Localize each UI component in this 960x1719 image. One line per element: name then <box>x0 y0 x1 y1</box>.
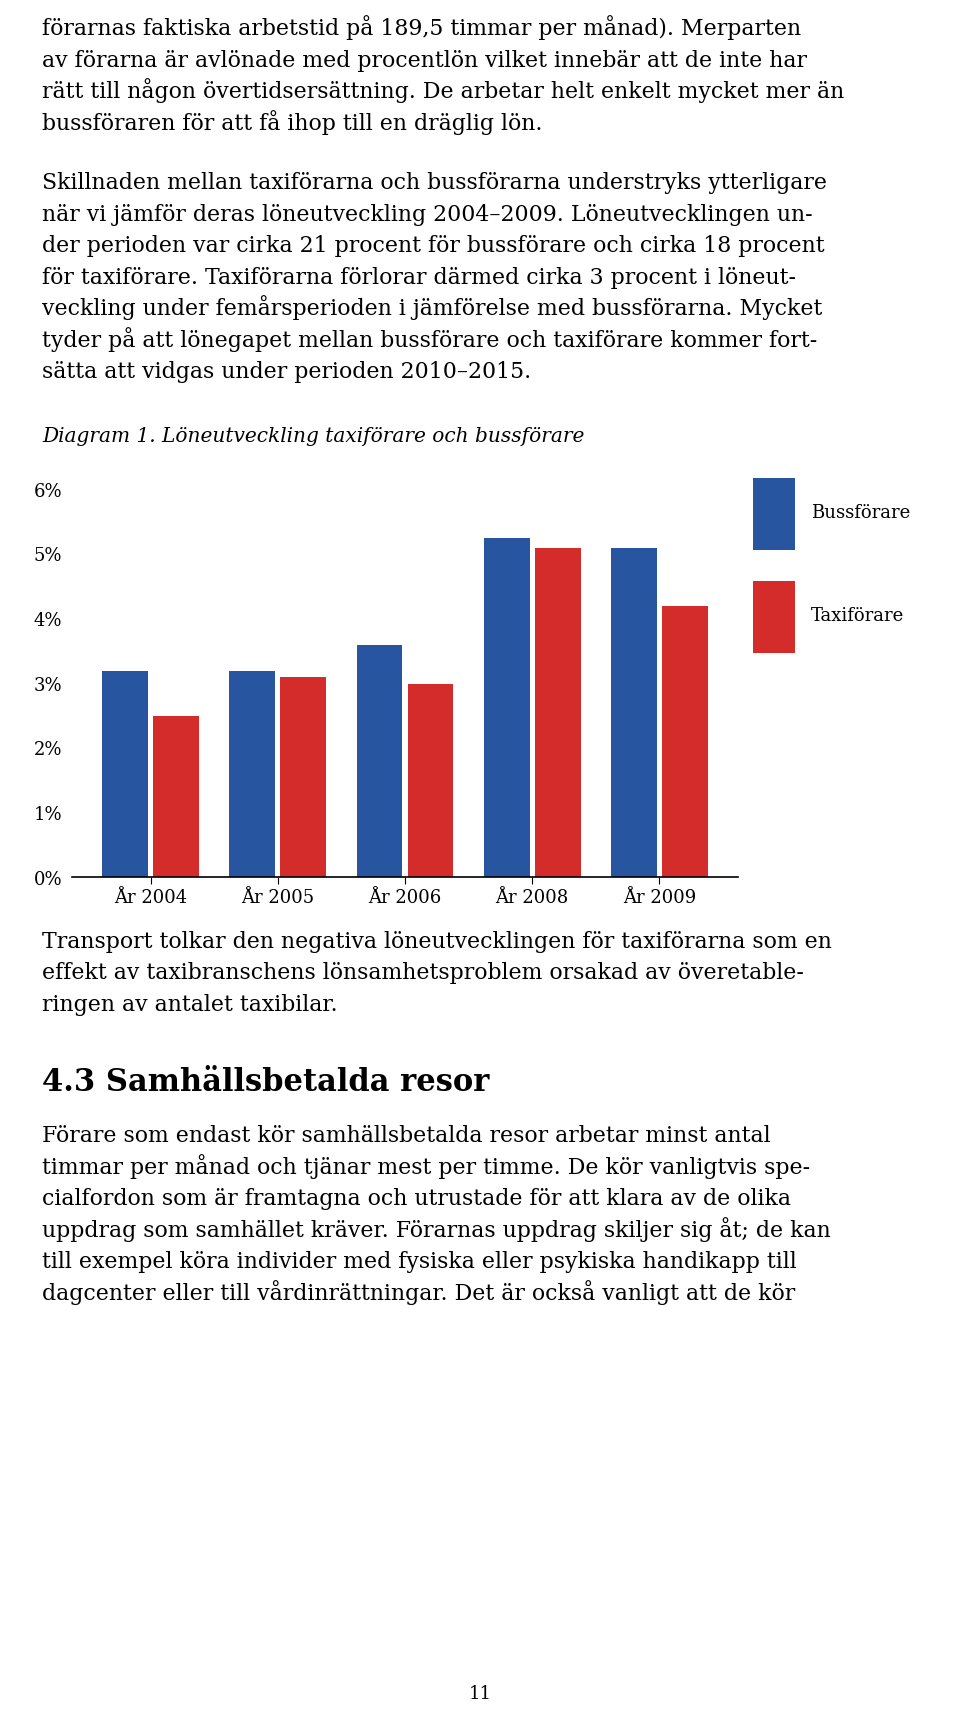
Bar <box>535 548 581 877</box>
Text: Förare som endast kör samhällsbetalda resor arbetar minst antal: Förare som endast kör samhällsbetalda re… <box>42 1126 771 1147</box>
Bar <box>408 684 453 877</box>
Text: Transport tolkar den negativa löneutvecklingen för taxiförarna som en: Transport tolkar den negativa löneutveck… <box>42 930 832 952</box>
Text: timmar per månad och tjänar mest per timme. De kör vanligtvis spe-: timmar per månad och tjänar mest per tim… <box>42 1153 810 1179</box>
Bar <box>753 581 795 653</box>
Text: Bussförare: Bussförare <box>810 504 910 523</box>
Text: veckling under femårsperioden i jämförelse med bussförarna. Mycket: veckling under femårsperioden i jämförel… <box>42 296 823 320</box>
Text: Taxiförare: Taxiförare <box>810 607 904 626</box>
Bar <box>357 645 402 877</box>
Text: tyder på att lönegapet mellan bussförare och taxiförare kommer fort-: tyder på att lönegapet mellan bussförare… <box>42 327 817 352</box>
Bar <box>154 715 199 877</box>
Text: Skillnaden mellan taxiförarna och bussförarna understryks ytterligare: Skillnaden mellan taxiförarna och bussfö… <box>42 172 827 194</box>
Text: ringen av antalet taxibilar.: ringen av antalet taxibilar. <box>42 994 338 1016</box>
Text: dagcenter eller till vårdinrättningar. Det är också vanligt att de kör: dagcenter eller till vårdinrättningar. D… <box>42 1279 795 1305</box>
Text: 4.3 Samhällsbetalda resor: 4.3 Samhällsbetalda resor <box>42 1067 490 1098</box>
Text: till exempel köra individer med fysiska eller psykiska handikapp till: till exempel köra individer med fysiska … <box>42 1251 797 1274</box>
Bar <box>229 670 276 877</box>
Bar <box>753 478 795 550</box>
Text: sätta att vidgas under perioden 2010–2015.: sätta att vidgas under perioden 2010–201… <box>42 361 531 383</box>
Text: när vi jämför deras löneutveckling 2004–2009. Löneutvecklingen un-: när vi jämför deras löneutveckling 2004–… <box>42 203 812 225</box>
Bar <box>612 548 657 877</box>
Text: bussföraren för att få ihop till en dräglig lön.: bussföraren för att få ihop till en dräg… <box>42 110 542 134</box>
Bar <box>484 538 530 877</box>
Text: av förarna är avlönade med procentlön vilket innebär att de inte har: av förarna är avlönade med procentlön vi… <box>42 50 807 72</box>
Bar <box>103 670 148 877</box>
Text: 11: 11 <box>468 1685 492 1704</box>
Bar <box>280 677 326 877</box>
Text: effekt av taxibranschens lönsamhetsproblem orsakad av överetable-: effekt av taxibranschens lönsamhetsprobl… <box>42 963 804 985</box>
Text: förarnas faktiska arbetstid på 189,5 timmar per månad). Merparten: förarnas faktiska arbetstid på 189,5 tim… <box>42 15 802 40</box>
Text: Diagram 1. Löneutveckling taxiförare och bussförare: Diagram 1. Löneutveckling taxiförare och… <box>42 428 585 447</box>
Text: uppdrag som samhället kräver. Förarnas uppdrag skiljer sig åt; de kan: uppdrag som samhället kräver. Förarnas u… <box>42 1217 830 1241</box>
Bar <box>662 607 708 877</box>
Text: för taxiförare. Taxiförarna förlorar därmed cirka 3 procent i löneut-: för taxiförare. Taxiförarna förlorar där… <box>42 266 796 289</box>
Text: rätt till någon övertidsersättning. De arbetar helt enkelt mycket mer än: rätt till någon övertidsersättning. De a… <box>42 79 844 103</box>
Text: der perioden var cirka 21 procent för bussförare och cirka 18 procent: der perioden var cirka 21 procent för bu… <box>42 236 825 258</box>
Text: cialfordon som är framtagna och utrustade för att klara av de olika: cialfordon som är framtagna och utrustad… <box>42 1188 791 1210</box>
